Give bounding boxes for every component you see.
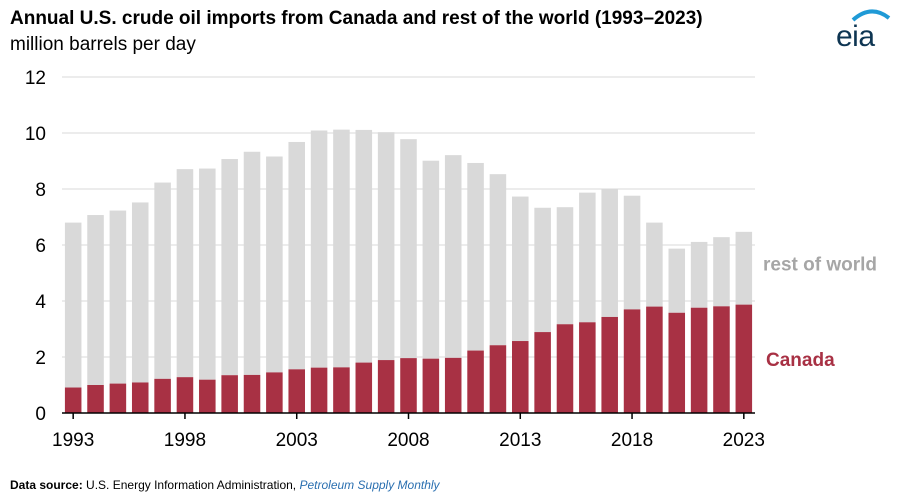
bar-canada-2018 (623, 309, 641, 413)
bar-canada-2013 (512, 341, 529, 413)
bar-canada-2017 (601, 316, 618, 413)
y-tick-label: 2 (35, 348, 46, 369)
y-tick-label: 0 (35, 404, 46, 425)
y-tick-label: 8 (35, 180, 46, 201)
bar-canada-2000 (221, 375, 238, 413)
bar-canada-2022 (713, 306, 730, 413)
bars (64, 129, 753, 413)
data-source: Data source: U.S. Energy Information Adm… (10, 478, 440, 492)
bar-canada-2008 (400, 358, 417, 413)
bar-rest-of-world-2019 (646, 222, 663, 307)
bar-rest-of-world-2001 (243, 151, 261, 375)
bar-rest-of-world-2005 (333, 129, 350, 368)
x-tick-label: 2013 (499, 430, 541, 451)
bar-canada-2009 (422, 358, 440, 413)
y-tick-label: 12 (25, 68, 46, 89)
bar-rest-of-world-2004 (310, 130, 328, 368)
bar-rest-of-world-1998 (176, 169, 194, 378)
bar-canada-2002 (266, 372, 283, 413)
series-label-canada: Canada (766, 350, 835, 371)
bar-rest-of-world-2022 (713, 237, 730, 307)
bar-rest-of-world-2014 (534, 207, 551, 333)
bar-rest-of-world-2000 (221, 159, 238, 376)
chart-title: Annual U.S. crude oil imports from Canad… (10, 8, 703, 29)
x-tick-label: 2008 (387, 430, 429, 451)
bar-canada-1999 (199, 379, 216, 413)
bar-canada-1993 (64, 387, 82, 413)
x-tick-label: 1998 (164, 430, 206, 451)
bar-rest-of-world-1999 (199, 168, 216, 380)
bar-rest-of-world-2017 (601, 189, 618, 317)
chart-subtitle: million barrels per day (10, 34, 196, 55)
eia-logo: eia (833, 6, 895, 54)
series-labels: rest of world Canada (763, 255, 877, 371)
bar-canada-2020 (668, 312, 686, 413)
bar-canada-2010 (444, 357, 462, 413)
bar-rest-of-world-2016 (579, 192, 596, 323)
bar-canada-1994 (87, 385, 104, 413)
y-tick-labels: 0 2 4 6 8 10 12 (25, 68, 47, 425)
y-tick-label: 6 (35, 236, 46, 257)
bar-rest-of-world-2002 (266, 156, 283, 373)
bar-canada-2021 (690, 307, 708, 413)
bar-canada-2015 (556, 324, 574, 413)
bar-canada-1995 (109, 383, 127, 413)
bar-rest-of-world-2018 (623, 195, 641, 310)
bar-rest-of-world-2009 (422, 160, 440, 359)
x-tick-label: 1993 (52, 430, 94, 451)
bar-rest-of-world-1994 (87, 215, 104, 385)
bar-canada-2014 (534, 332, 551, 413)
bar-rest-of-world-1993 (64, 222, 82, 388)
bar-rest-of-world-2003 (288, 141, 305, 370)
y-tick-label: 10 (25, 124, 46, 145)
x-axis (62, 412, 755, 419)
x-tick-label: 2023 (723, 430, 765, 451)
bar-canada-2006 (355, 362, 373, 413)
bar-canada-2005 (333, 367, 350, 413)
series-label-rest-of-world: rest of world (763, 255, 877, 276)
bar-rest-of-world-2015 (556, 207, 574, 325)
bar-rest-of-world-2007 (377, 132, 395, 361)
x-tick-labels: 1993 1998 2003 2008 2013 2018 2023 (52, 430, 765, 451)
bar-canada-2019 (646, 306, 663, 413)
source-publication: Petroleum Supply Monthly (299, 478, 440, 492)
bar-canada-2003 (288, 369, 305, 413)
y-tick-label: 4 (35, 292, 46, 313)
bar-rest-of-world-2010 (444, 155, 462, 358)
bar-canada-1997 (154, 378, 171, 413)
bar-rest-of-world-2020 (668, 248, 686, 313)
bar-canada-2012 (489, 345, 507, 413)
bar-rest-of-world-1996 (131, 202, 149, 383)
bar-rest-of-world-2023 (735, 231, 753, 305)
bar-rest-of-world-2012 (489, 174, 507, 346)
bar-rest-of-world-1995 (109, 210, 127, 384)
bar-canada-1996 (131, 382, 149, 413)
bar-canada-2007 (377, 360, 395, 413)
bar-canada-2016 (579, 322, 596, 413)
x-tick-label: 2018 (611, 430, 653, 451)
eia-logo-text: eia (836, 20, 875, 53)
bar-rest-of-world-2013 (512, 196, 529, 342)
bar-canada-2004 (310, 367, 328, 413)
source-text: U.S. Energy Information Administration, (86, 478, 297, 492)
bar-canada-2001 (243, 374, 261, 413)
bar-rest-of-world-2006 (355, 129, 373, 363)
x-tick-label: 2003 (276, 430, 318, 451)
source-label: Data source: (10, 478, 83, 492)
eia-logo-arc-icon (851, 9, 891, 22)
bar-canada-1998 (176, 377, 194, 413)
bar-canada-2011 (467, 350, 484, 413)
bar-rest-of-world-2011 (467, 162, 484, 351)
bar-rest-of-world-2008 (400, 139, 417, 359)
bar-rest-of-world-1997 (154, 182, 171, 379)
bar-rest-of-world-2021 (690, 241, 708, 308)
bar-canada-2023 (735, 304, 753, 413)
